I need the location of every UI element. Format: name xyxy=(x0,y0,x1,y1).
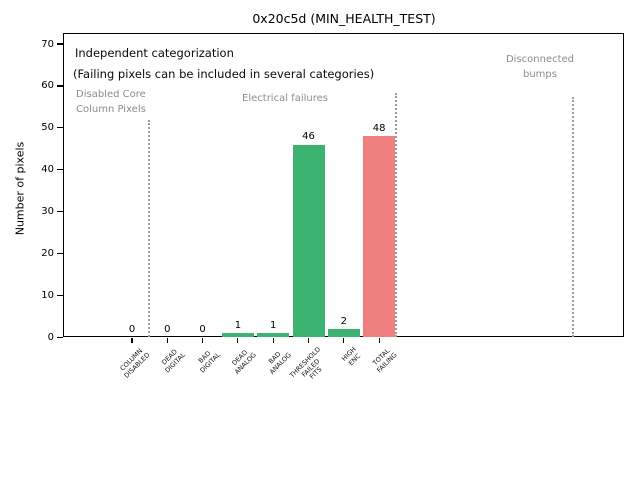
y-tick-mark xyxy=(57,294,63,297)
region-label-disabled-core: Disabled Core Column Pixels xyxy=(76,89,146,115)
x-tick-label: DEAD ANALOG xyxy=(229,348,258,376)
x-tick-label: HIGH ENC xyxy=(340,345,362,367)
region-separator-line xyxy=(394,93,397,337)
x-tick-mark xyxy=(378,337,380,343)
bar-value-label: 0 xyxy=(199,324,206,335)
x-tick-label: BAD DIGITAL xyxy=(196,349,222,375)
region-separator-line xyxy=(148,120,150,337)
x-tick-mark xyxy=(202,337,204,343)
bar-value-label: 48 xyxy=(372,122,386,134)
y-tick-mark xyxy=(57,253,63,255)
bar-value-label: 1 xyxy=(270,319,277,331)
x-tick-mark xyxy=(237,337,239,343)
bar xyxy=(221,333,254,338)
y-tick-label: 40 xyxy=(41,164,54,176)
x-tick-mark xyxy=(307,337,310,343)
bar xyxy=(292,144,325,338)
annotation-failing-pixels-note: (Failing pixels can be included in sever… xyxy=(73,67,375,81)
bar xyxy=(363,136,396,338)
region-label-electrical-failures: Electrical failures xyxy=(242,93,328,104)
chart-title: 0x20c5d (MIN_HEALTH_TEST) xyxy=(252,11,436,26)
bar-value-label: 0 xyxy=(128,324,136,335)
x-tick-mark xyxy=(343,337,345,343)
y-tick-mark xyxy=(57,43,63,45)
y-tick-label: 20 xyxy=(41,248,54,260)
x-tick-mark xyxy=(272,337,274,343)
x-tick-label: COLUMN DISABLED xyxy=(118,346,152,380)
y-tick-mark xyxy=(57,127,63,129)
y-tick-label: 30 xyxy=(41,206,54,218)
x-tick-mark xyxy=(131,337,133,343)
x-tick-mark xyxy=(166,337,168,343)
y-tick-label: 70 xyxy=(41,38,54,50)
bar-value-label: 2 xyxy=(340,315,347,327)
x-tick-label: THRESHOLD FAILED FITS xyxy=(288,345,324,381)
x-tick-label: BAD ANALOG xyxy=(266,350,293,376)
y-tick-label: 10 xyxy=(41,290,54,302)
bar xyxy=(327,329,360,338)
y-tick-label: 60 xyxy=(41,80,54,92)
region-label-disconnected-bumps: Disconnected bumps xyxy=(505,54,575,80)
y-tick-label: 0 xyxy=(47,332,54,343)
region-separator-line xyxy=(572,97,574,337)
y-axis-label: Number of pixels xyxy=(13,141,27,236)
bar-value-label: 1 xyxy=(234,319,242,331)
bar-value-label: 46 xyxy=(302,131,315,143)
y-tick-mark xyxy=(57,169,63,171)
y-tick-mark xyxy=(57,336,63,339)
x-tick-label: DEAD DIGITAL xyxy=(160,347,187,375)
y-tick-mark xyxy=(57,85,63,87)
bar xyxy=(257,333,290,338)
x-tick-label: TOTAL FAILING xyxy=(371,346,399,374)
y-tick-mark xyxy=(57,211,63,213)
annotation-independent-categorization: Independent categorization xyxy=(75,46,234,60)
bar-value-label: 0 xyxy=(164,324,171,335)
y-tick-label: 50 xyxy=(41,122,54,134)
